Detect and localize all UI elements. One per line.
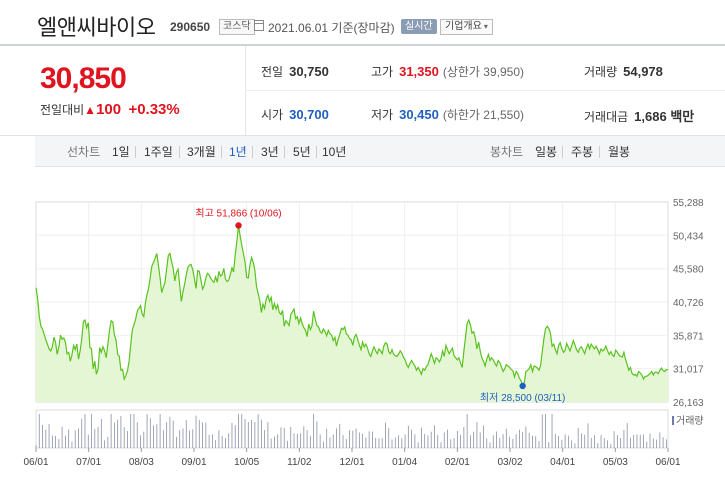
amount-value: 1,686 백만 (634, 109, 695, 124)
low-value: 30,450 (399, 107, 439, 122)
volume-legend-swatch (672, 416, 674, 425)
x-tick-label: 06/01 (655, 457, 680, 468)
chart-period-bar: 선차트 1일 1주일 3개월 1년 3년 5년 10년 봉차트 일봉 주봉 월봉 (35, 135, 725, 167)
divider (179, 146, 180, 158)
x-tick-label: 06/01 (23, 457, 48, 468)
prev-close-value: 30,750 (289, 64, 329, 79)
y-tick-label: 45,580 (673, 265, 704, 276)
tab-5years[interactable]: 5년 (293, 145, 311, 159)
tab-daily[interactable]: 일봉 (535, 145, 558, 159)
prev-close: 전일 30,750 (261, 63, 329, 80)
change-row: 전일대비▲100 +0.33% (40, 101, 180, 118)
tab-1week[interactable]: 1주일 (144, 145, 173, 159)
y-tick-label: 50,434 (673, 231, 704, 242)
prev-close-label: 전일 (261, 65, 284, 79)
y-axis-ticks: 55,288 50,434 45,580 40,726 35,871 31,017 26,1… (673, 198, 704, 409)
divider (562, 146, 563, 158)
base-date: 2021.06.01 기준(장마감) (268, 19, 395, 36)
company-overview-dropdown[interactable]: 기업개요 ▾ (440, 19, 493, 35)
min-point (519, 382, 526, 390)
volume: 거래량 54,978 (584, 63, 663, 80)
tab-1day[interactable]: 1일 (112, 145, 130, 159)
open-price: 시가 30,700 (261, 106, 329, 123)
volume-frame (35, 409, 669, 449)
date-value: 2021.06.01 (268, 21, 329, 35)
max-label: 최고 51,866 (10/06) (195, 207, 281, 219)
max-point (235, 222, 242, 229)
high-price: 고가 31,350 (상한가 39,950) (371, 63, 524, 80)
divider (316, 146, 317, 158)
lower-limit: (하한가 21,550) (442, 108, 525, 122)
volume-legend-label: 거래량 (676, 415, 704, 427)
tab-3months[interactable]: 3개월 (187, 145, 216, 159)
open-value: 30,700 (289, 107, 329, 122)
stock-code: 290650 (170, 20, 211, 34)
amount-label: 거래대금 (584, 110, 629, 124)
extreme-markers: 최고 51,866 (10/06) 최저 28,500 (03/11) (195, 207, 565, 403)
low-label: 저가 (371, 108, 394, 122)
high-label: 고가 (371, 65, 394, 79)
y-tick-label: 26,163 (673, 398, 704, 409)
x-tick-label: 09/01 (181, 457, 206, 468)
divider (284, 146, 285, 158)
x-tick-label: 05/03 (603, 457, 628, 468)
divider (221, 146, 222, 158)
calendar-icon (254, 20, 264, 31)
candle-chart-label: 봉차트 (490, 145, 524, 159)
x-tick-label: 10/05 (234, 457, 259, 468)
low-price: 저가 30,450 (하한가 21,550) (371, 106, 524, 123)
stock-name: 엘앤씨바이오 (37, 16, 156, 41)
tab-weekly[interactable]: 주봉 (571, 145, 594, 159)
market-badge: 코스닥 (219, 19, 255, 35)
x-tick-label: 04/01 (550, 457, 575, 468)
x-axis-ticks: 06/01 07/01 08/03 09/01 10/05 11/02 12/01 01/04… (23, 448, 681, 468)
x-tick-label: 08/03 (129, 457, 154, 468)
tab-10years[interactable]: 10년 (322, 145, 347, 159)
price-area-fill (36, 225, 668, 402)
divider (252, 146, 253, 158)
change-value: 100 (96, 101, 122, 118)
x-tick-label: 11/02 (287, 457, 312, 468)
line-chart-label: 선차트 (67, 145, 101, 159)
chevron-down-icon: ▾ (483, 22, 488, 31)
tab-3years[interactable]: 3년 (261, 145, 279, 159)
open-label: 시가 (261, 108, 284, 122)
trade-amount: 거래대금 1,686 백만 (584, 106, 694, 125)
price-line (35, 225, 669, 388)
price-chart: 55,288 50,434 45,580 40,726 35,871 31,017 26,1… (23, 198, 704, 468)
y-tick-label: 31,017 (673, 365, 704, 376)
current-price: 30,850 (40, 62, 127, 95)
x-tick-label: 01/04 (392, 457, 417, 468)
high-value: 31,350 (399, 64, 439, 79)
min-label: 최저 28,500 (03/11) (480, 392, 566, 404)
divider (135, 146, 136, 158)
volume-bars (35, 409, 674, 449)
tab-monthly[interactable]: 월봉 (608, 145, 631, 159)
divider (599, 146, 600, 158)
company-overview-label: 기업개요 (445, 21, 482, 32)
up-triangle-icon: ▲ (84, 103, 97, 117)
x-tick-label: 12/01 (339, 457, 364, 468)
y-tick-label: 40,726 (673, 298, 704, 309)
date-basis: 기준(장마감) (331, 21, 395, 35)
divider (245, 90, 725, 91)
price-summary: 30,850 전일대비▲100 +0.33% 전일 30,750 고가 31,350… (0, 44, 725, 136)
x-tick-label: 02/01 (445, 457, 470, 468)
volume-value: 54,978 (623, 64, 663, 79)
tab-1year[interactable]: 1년 (229, 145, 247, 159)
stock-header: 엘앤씨바이오 290650 코스닥 2021.06.01 기준(장마감) 실시간… (0, 0, 725, 43)
x-tick-label: 03/02 (497, 457, 522, 468)
realtime-button[interactable]: 실시간 (401, 19, 437, 34)
y-tick-label: 35,871 (673, 331, 704, 342)
change-percent: +0.33% (128, 101, 180, 118)
upper-limit: (상한가 39,950) (442, 65, 525, 79)
x-tick-label: 07/01 (76, 457, 101, 468)
volume-label: 거래량 (584, 65, 618, 79)
y-tick-label: 55,288 (673, 198, 704, 209)
change-label: 전일대비 (40, 103, 85, 117)
